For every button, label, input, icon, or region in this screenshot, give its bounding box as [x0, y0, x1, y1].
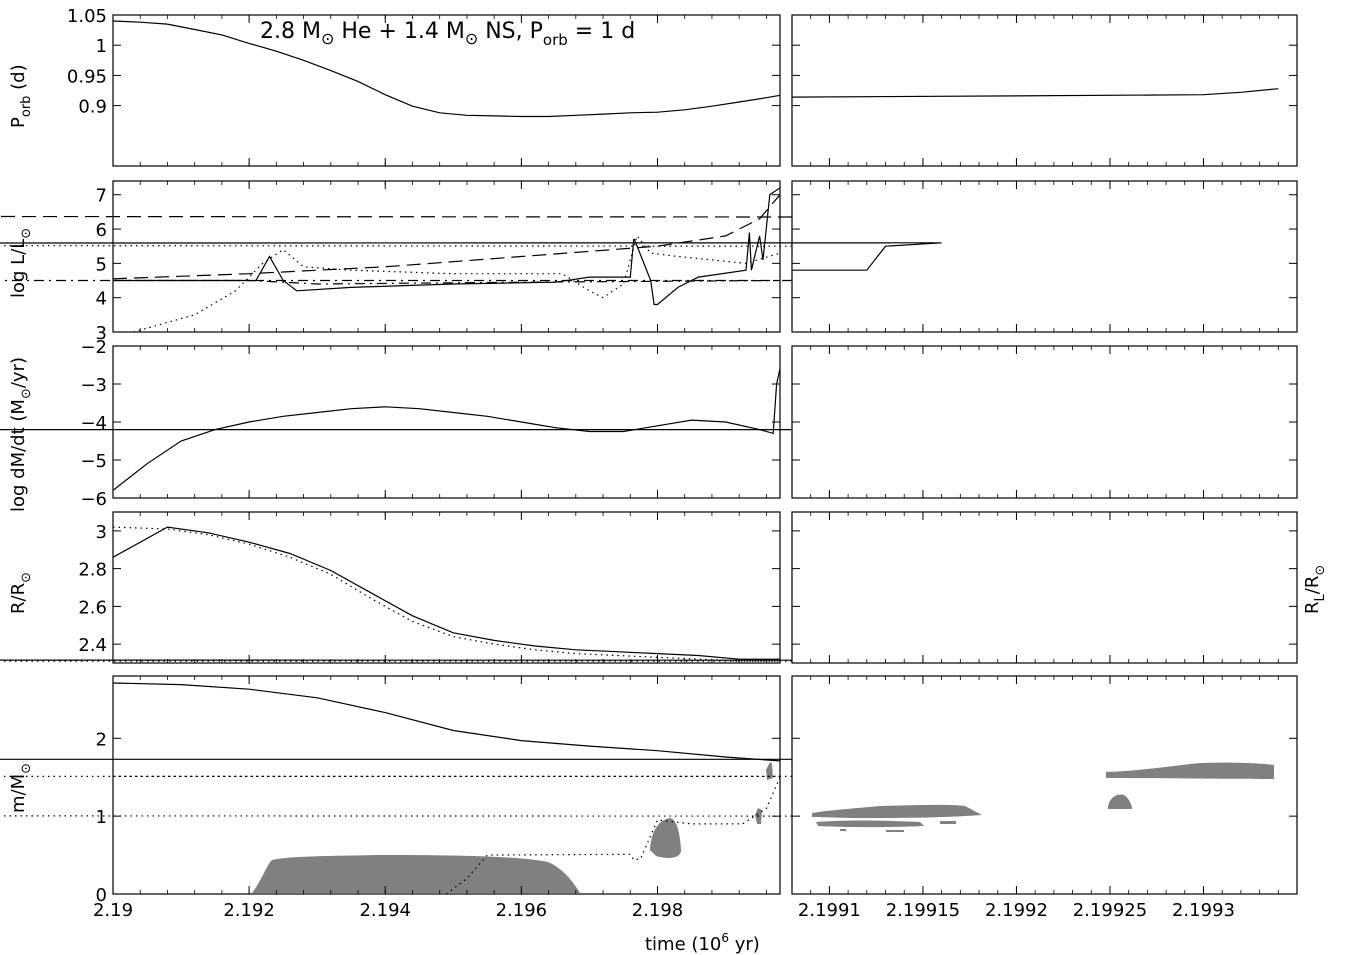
- x-tick-label: 2.196: [496, 900, 548, 921]
- y-tick-label: 0.9: [78, 97, 107, 118]
- y-tick-label: 0: [96, 885, 107, 906]
- x-tick-label: 2.19925: [1073, 900, 1147, 921]
- solid-curve: [112, 20, 781, 118]
- y-tick-label: 7: [96, 186, 107, 207]
- x-tick-label: 2.192: [223, 900, 275, 921]
- convective-zones: [252, 762, 1274, 893]
- sun-symbol: ⊙: [19, 228, 34, 239]
- panel-frame: [791, 345, 1298, 499]
- convective-zone: [252, 855, 580, 893]
- sun-symbol: ⊙: [1313, 565, 1328, 576]
- y-tick-label: 2.8: [78, 560, 107, 581]
- panel-frame: [791, 180, 1298, 333]
- y-tick-label: 3: [96, 323, 107, 344]
- panel-frame: [112, 14, 781, 167]
- x-tick-label: 2.1993: [1172, 900, 1235, 921]
- solid-curve: [0, 429, 793, 431]
- y-tick-label: −5: [80, 451, 107, 472]
- x-tick-label: 2.19915: [886, 900, 960, 921]
- y-tick-label: 1.05: [67, 6, 107, 27]
- solid-curve: [0, 242, 942, 271]
- chart-title: 2.8 M⊙ He + 1.4 M⊙ NS, Porb = 1 d: [260, 19, 635, 49]
- convective-zone: [766, 762, 773, 780]
- y-tick-label: 2.6: [78, 597, 107, 618]
- y-tick-label: −3: [80, 375, 107, 396]
- x-tick-label: 2.19: [93, 900, 133, 921]
- solid-curve: [112, 368, 781, 491]
- convective-zone: [650, 818, 682, 858]
- y-tick-label: 2: [96, 729, 107, 750]
- x-axis-label: time (106 yr): [645, 931, 760, 955]
- solid-curve: [791, 88, 1279, 98]
- dotted-curve: [133, 234, 781, 333]
- y-tick-label: 3: [96, 522, 107, 543]
- tick-labels: 0.9 0.95 1 1.05 3 4 5 6 7 −6 −5 −4 −3 −2 2.4 2.6 2.8 3 0 1 2…: [67, 6, 1235, 921]
- y-tick-label: 5: [96, 254, 107, 275]
- convective-zone: [1108, 794, 1132, 809]
- x-tick-label: 2.194: [359, 900, 411, 921]
- sun-symbol: ⊙: [465, 29, 478, 48]
- solid-curve: [0, 758, 792, 760]
- solid-curve: [112, 682, 781, 762]
- y-label-mass: m/M⊙: [8, 763, 34, 813]
- convective-zone: [1106, 762, 1274, 779]
- sun-symbol: ⊙: [321, 29, 334, 48]
- y-tick-label: 6: [96, 220, 107, 241]
- y-tick-label: 1: [96, 807, 107, 828]
- x-tick-label: 2.1992: [985, 900, 1048, 921]
- panel-frame: [791, 14, 1298, 167]
- x-tick-label: 2.198: [632, 900, 684, 921]
- panel-frame: [791, 511, 1298, 664]
- y-label-radius: R/R⊙: [8, 572, 34, 614]
- dotted-curve: [0, 815, 793, 817]
- panel-frame: [112, 511, 781, 664]
- dashdot-curve: [0, 279, 792, 282]
- y-label-logL: log L/L⊙: [8, 228, 34, 298]
- y-tick-label: 0.95: [67, 66, 107, 87]
- data-curves: [0, 20, 1279, 895]
- axis-ticks: [112, 14, 1298, 895]
- y-tick-label: −2: [80, 337, 107, 358]
- dashed-curve: [0, 215, 793, 218]
- y-label-rl: RL/R⊙: [1302, 565, 1328, 614]
- y-label-mdot: log dM/dt (M⊙/yr): [8, 357, 34, 512]
- convective-zone: [812, 804, 982, 818]
- solid-curve: [112, 526, 780, 660]
- dotted-curve: [0, 245, 793, 247]
- sun-symbol: ⊙: [19, 388, 34, 399]
- convective-zone: [840, 829, 846, 831]
- y-tick-label: −4: [80, 413, 107, 434]
- y-tick-label: −6: [80, 489, 107, 510]
- dashed-curve: [112, 194, 781, 280]
- panel-frames: [112, 14, 1298, 895]
- panel-frame: [112, 180, 781, 333]
- x-tick-label: 2.1991: [798, 900, 861, 921]
- convective-zone: [816, 820, 924, 828]
- sun-symbol: ⊙: [19, 572, 34, 583]
- y-tick-label: 1: [96, 36, 107, 57]
- y-label-porb: Porb (d): [8, 64, 34, 128]
- panel-frame: [791, 675, 1298, 895]
- convective-zone: [886, 830, 904, 832]
- convective-zone: [940, 821, 956, 824]
- y-tick-label: 4: [96, 289, 107, 310]
- dotted-curve: [112, 526, 780, 662]
- sun-symbol: ⊙: [19, 763, 34, 774]
- y-tick-label: 2.4: [78, 635, 107, 656]
